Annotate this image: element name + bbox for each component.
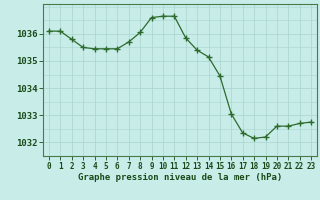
X-axis label: Graphe pression niveau de la mer (hPa): Graphe pression niveau de la mer (hPa) [78, 173, 282, 182]
